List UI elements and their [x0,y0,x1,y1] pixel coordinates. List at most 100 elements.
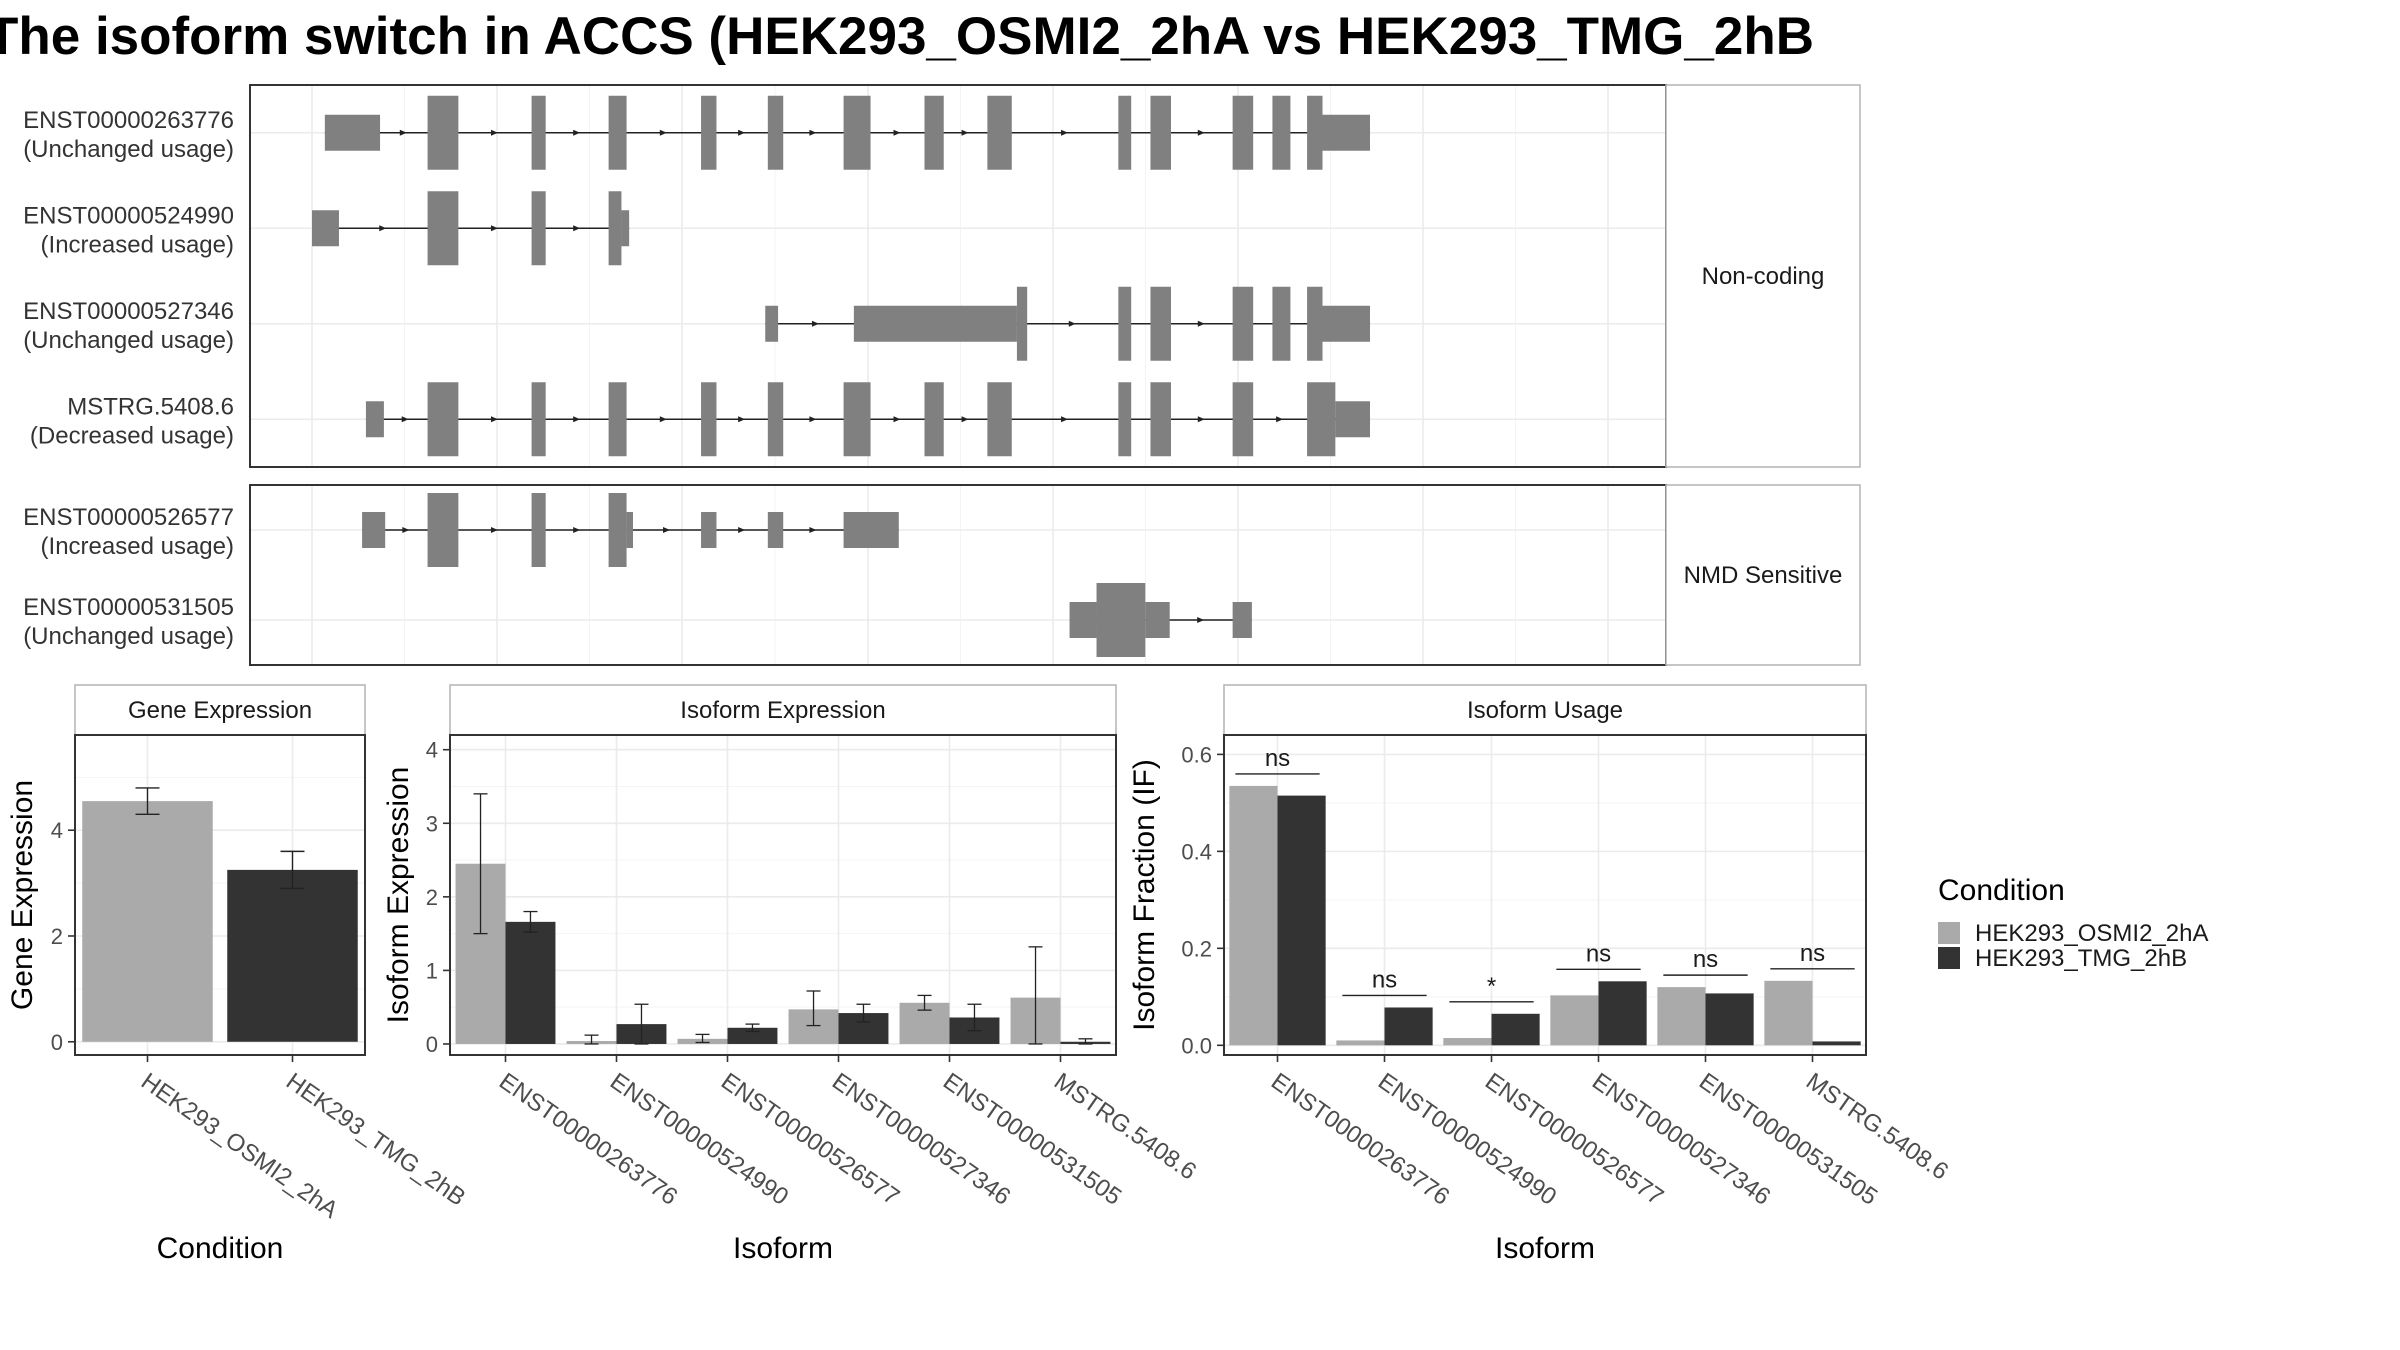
exon [1307,286,1323,361]
intron-arrow [1197,416,1205,423]
bar [1443,1038,1492,1046]
transcript-id-label: ENST00000527346 [23,298,234,325]
exon [853,305,1017,342]
intron-arrow [490,225,498,232]
y-tick-label: 0.2 [1181,936,1212,961]
exon [531,95,546,170]
exon [1118,382,1132,457]
figure-title: The isoform switch in ACCS (HEK293_OSMI2… [0,7,1815,66]
intron-arrow [809,129,817,136]
bar [1705,993,1754,1046]
exon [1069,602,1097,638]
gene-structure-facet-non-coding [249,84,1861,468]
y-axis-title: Isoform Fraction (IF) [1128,759,1161,1031]
transcript-usage-label: (Unchanged usage) [23,623,234,650]
transcript-id-label: MSTRG.5408.6 [67,393,234,420]
legend-label: HEK293_OSMI2_2hA [1975,920,2208,947]
x-tick-label: ENST00000531505 [1694,1068,1882,1211]
panel-strip [74,684,366,736]
bar-panel-isoform-expression [443,684,1117,1062]
exon [843,382,871,457]
x-tick-label: ENST00000526577 [716,1068,904,1211]
exon [767,512,784,548]
exon [987,95,1012,170]
y-axis-title: Isoform Expression [382,767,415,1024]
intron-arrow [809,527,817,533]
exon [843,95,871,170]
x-tick-label: ENST00000524990 [605,1068,793,1211]
panel-frame [449,734,1117,1056]
exon [608,95,627,170]
exon [765,305,779,342]
intron-arrow [809,416,817,423]
intron-arrow [490,416,498,423]
facet-frame [249,484,1667,666]
intron-arrow [490,527,498,533]
intron-arrow [893,416,901,423]
intron-arrow [573,225,581,232]
transcript-usage-label: (Unchanged usage) [23,136,234,163]
intron-arrow [1061,416,1069,423]
exon [365,401,384,438]
exon [531,191,546,266]
x-tick-label: ENST00000526577 [1480,1068,1668,1211]
intron-arrow [573,129,581,136]
bar [1550,995,1599,1046]
intron-arrow [893,129,901,136]
intron-arrow [399,129,407,136]
bar [1657,987,1706,1046]
exon [427,493,459,567]
bar [1491,1013,1540,1046]
transcript-id-label: ENST00000524990 [23,202,234,229]
transcript-usage-label: (Increased usage) [41,231,234,258]
exon [608,191,622,266]
exon [608,493,627,567]
exon [531,493,546,567]
transcript-id-label: ENST00000263776 [23,107,234,134]
y-tick-label: 0 [51,1030,63,1055]
exon [1232,95,1254,170]
x-axis-title: Isoform [733,1232,833,1265]
bar-panel-gene-expression [68,684,366,1062]
transcript-usage-label: (Decreased usage) [30,422,234,449]
y-axis-title: Gene Expression [6,780,39,1010]
bar [1764,980,1813,1046]
y-tick-label: 3 [426,811,438,836]
intron-arrow [738,129,746,136]
exon [924,382,944,457]
intron-arrow [1061,129,1069,136]
facet-strip [1665,484,1861,666]
intron-arrow [402,527,410,533]
facet-strip [1665,84,1861,468]
x-tick-label: ENST00000263776 [494,1068,682,1211]
legend-label: HEK293_TMG_2hB [1975,945,2187,972]
exon [626,512,633,548]
intron-arrow [738,416,746,423]
intron-arrow [659,416,667,423]
bar [82,801,213,1042]
significance-label: ns [1800,940,1825,967]
intron-arrow [573,527,581,533]
y-tick-label: 0.0 [1181,1033,1212,1058]
legend-swatch [1938,947,1960,969]
x-axis-title: Condition [157,1232,284,1265]
exon [1272,286,1291,361]
bar [1336,1040,1385,1046]
bar [1598,981,1647,1046]
exon [767,382,784,457]
significance-label: ns [1372,966,1397,993]
exon [843,512,899,548]
exon [427,191,459,266]
exon [312,210,339,247]
panel-title: Gene Expression [128,697,312,724]
significance-label: * [1487,973,1496,1000]
exon [1322,305,1371,342]
y-tick-label: 0.4 [1181,839,1212,864]
facet-frame [249,84,1667,468]
exon [1150,286,1171,361]
intron-arrow [379,225,387,232]
x-axis-title: Isoform [1495,1232,1595,1265]
exon [1322,114,1371,151]
exon [1150,95,1171,170]
